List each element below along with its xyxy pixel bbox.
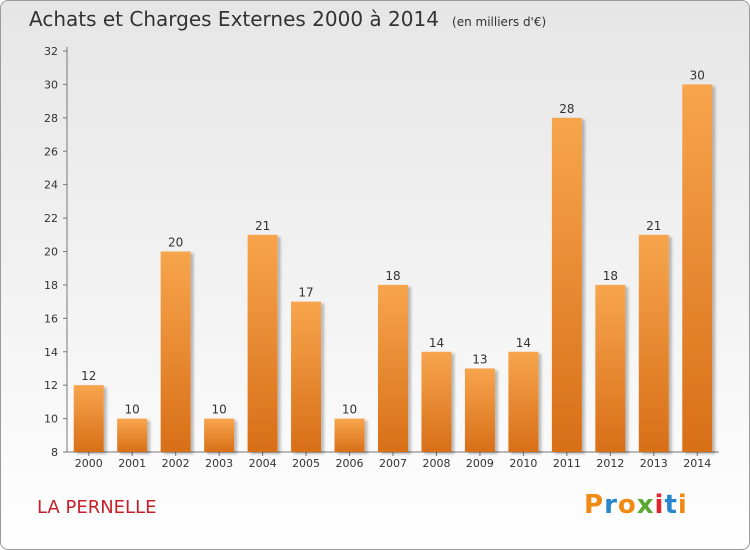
data-label-2009: 13 xyxy=(472,352,487,366)
data-label-2004: 21 xyxy=(255,219,270,233)
data-label-2011: 28 xyxy=(559,102,574,116)
y-axis: 8 10 12 14 16 18 20 22 24 26 28 30 32 xyxy=(44,45,68,459)
x-tick-label: 2001 xyxy=(118,457,146,470)
x-axis: 2000 2001 2002 2003 2004 2005 2006 2007 2008 2009… xyxy=(67,451,719,470)
bar-2002 xyxy=(160,251,191,452)
x-tick-label: 2005 xyxy=(292,457,320,470)
chart-title: Achats et Charges Externes 2000 à 2014 (… xyxy=(29,7,546,31)
data-label-2013: 21 xyxy=(646,219,661,233)
data-label-2008: 14 xyxy=(429,336,444,350)
title-unit-note: (en milliers d'€) xyxy=(452,15,547,29)
logo-letter: o xyxy=(617,490,637,520)
x-tick-label: 2014 xyxy=(683,457,711,470)
y-tick-label: 8 xyxy=(51,446,58,459)
logo-letter: i xyxy=(654,490,665,520)
x-tick-label: 2007 xyxy=(379,457,407,470)
data-label-2014: 30 xyxy=(690,68,705,82)
x-tick-label: 2012 xyxy=(596,457,624,470)
y-tick-label: 12 xyxy=(44,379,58,392)
y-tick-label: 16 xyxy=(44,312,58,325)
x-tick-label: 2002 xyxy=(162,457,190,470)
bar-2011 xyxy=(551,117,582,452)
proxiti-logo[interactable]: Proxiti xyxy=(584,490,688,520)
title-main: Achats et Charges Externes 2000 à 2014 xyxy=(29,7,439,31)
y-tick-label: 30 xyxy=(44,78,58,91)
bar-2006 xyxy=(334,418,365,452)
x-tick-label: 2008 xyxy=(422,457,450,470)
data-labels: 12 10 20 10 21 17 10 18 14 13 14 28 18 21 30 xyxy=(81,68,705,416)
bar-2013 xyxy=(638,234,669,452)
bar-2010 xyxy=(508,351,539,452)
bar-2008 xyxy=(421,351,452,452)
x-tick-label: 2003 xyxy=(205,457,233,470)
x-tick-label: 2006 xyxy=(336,457,364,470)
data-label-2012: 18 xyxy=(603,269,618,283)
y-tick-label: 14 xyxy=(44,346,58,359)
y-tick-label: 20 xyxy=(44,246,58,259)
y-tick-label: 28 xyxy=(44,112,58,125)
bar-2005 xyxy=(291,301,322,452)
x-tick-label: 2009 xyxy=(466,457,494,470)
logo-letter: r xyxy=(604,490,618,520)
data-label-2000: 12 xyxy=(81,369,96,383)
y-tick-label: 24 xyxy=(44,179,58,192)
bars xyxy=(73,84,713,453)
logo-letter: x xyxy=(636,490,655,520)
logo-letter: t xyxy=(664,490,678,520)
data-label-2003: 10 xyxy=(211,403,226,417)
bar-2001 xyxy=(117,418,148,452)
data-label-2002: 20 xyxy=(168,236,183,250)
bar-2007 xyxy=(378,284,408,452)
commune-name: LA PERNELLE xyxy=(37,497,157,518)
logo-letter: i xyxy=(677,490,688,520)
bar-2014 xyxy=(682,84,713,453)
data-label-2005: 17 xyxy=(298,286,313,300)
y-tick-label: 32 xyxy=(44,45,58,58)
y-tick-label: 26 xyxy=(44,145,58,158)
x-tick-label: 2013 xyxy=(640,457,668,470)
y-tick-label: 10 xyxy=(44,413,58,426)
data-label-2006: 10 xyxy=(342,403,357,417)
x-tick-label: 2011 xyxy=(553,457,581,470)
data-label-2007: 18 xyxy=(385,269,400,283)
bar-2003 xyxy=(204,418,235,452)
bar-2000 xyxy=(73,385,104,452)
bar-2012 xyxy=(595,284,626,452)
bar-2004 xyxy=(247,234,278,452)
x-tick-label: 2000 xyxy=(75,457,103,470)
y-tick-label: 22 xyxy=(44,212,58,225)
bar-2009 xyxy=(464,368,495,452)
x-tick-label: 2010 xyxy=(509,457,537,470)
data-label-2010: 14 xyxy=(516,336,531,350)
data-label-2001: 10 xyxy=(125,403,140,417)
x-tick-label: 2004 xyxy=(249,457,277,470)
y-tick-label: 18 xyxy=(44,279,58,292)
logo-letter: P xyxy=(584,490,605,520)
